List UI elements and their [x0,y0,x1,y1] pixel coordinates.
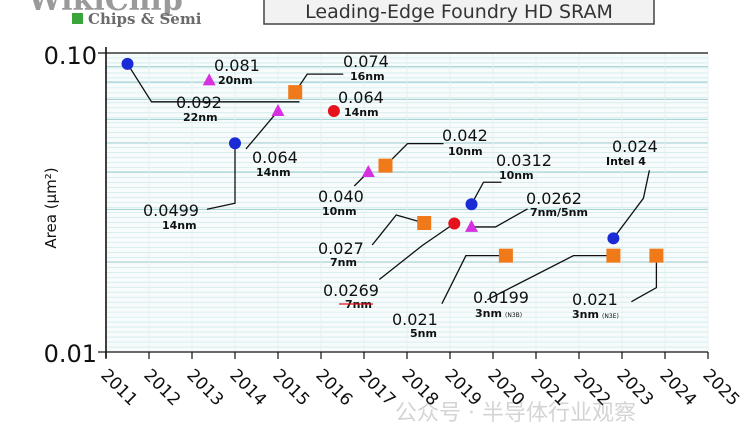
grid [105,53,709,352]
data-label-node: 10nm [448,145,483,158]
data-label-value: 0.0499 [143,201,199,220]
x-tick-label: 2016 [311,365,356,410]
x-tick-label: 2012 [139,365,184,410]
watermark-text: 公众号 · 半导体行业观察 [395,401,636,424]
data-markers [121,57,664,263]
x-axis-ticks: 2011201220132014201520162017201820192020… [96,352,743,410]
data-point-square [417,216,432,231]
data-label-value: 0.081 [214,56,260,75]
data-label-node: 7nm [330,256,357,269]
data-label-value: 0.0312 [496,151,552,170]
data-point-circle [327,104,340,117]
leader-line [441,255,506,304]
data-label-node: Intel 4 [606,155,646,168]
data-label-value: 0.042 [442,126,488,145]
data-point-circle [607,232,620,245]
data-label-node: 16nm [350,70,385,83]
leader-line [471,208,528,228]
data-label-node: 14nm [256,166,291,179]
data-label-node: 3nm [475,307,502,320]
data-point-square [288,85,303,100]
data-label-value: 0.064 [338,88,384,107]
data-label-node: 14nm [162,219,197,232]
data-label-value: 0.0199 [473,288,529,307]
y-axis-label: Area (µm²) [42,167,60,248]
data-label-node: 22nm [183,111,218,124]
wikichip-logo: WikiChip Chips & Semi [27,0,202,28]
chart-title: Leading-Edge Foundry HD SRAM [305,1,613,23]
data-label-value: 0.0269 [323,281,379,300]
data-label-node: 20nm [218,74,253,87]
leader-line [385,142,444,167]
data-label-node-sub: (N3B) [505,312,522,319]
data-point-square [606,248,621,263]
x-tick-label: 2011 [96,365,141,410]
y-tick-label-bottom: 0.01 [44,340,97,368]
chip-icon [72,13,83,24]
data-label-value: 0.024 [612,137,658,156]
data-label-value: 0.021 [572,290,618,309]
data-point-square [649,248,664,263]
data-label-node-sub: (N3E) [602,313,619,320]
data-label-value: 0.027 [318,239,364,258]
y-tick-label-top: 0.10 [44,42,97,70]
data-point-triangle [271,103,285,116]
data-point-square [378,158,393,173]
leader-line [126,63,300,103]
chart-title-box: Leading-Edge Foundry HD SRAM [263,0,655,25]
data-point-circle [121,57,134,70]
data-point-triangle [361,164,375,177]
leader-line [631,255,658,303]
x-tick-label: 2014 [225,365,270,410]
leader-line [612,170,651,239]
leader-line [206,143,236,210]
x-tick-label: 2017 [354,365,399,410]
data-point-triangle [202,73,216,86]
x-tick-label: 2025 [698,365,743,410]
data-labels: 0.09222nm0.08120nm0.049914nm0.06414nm0.0… [143,52,658,340]
logo-title: WikiChip [27,0,183,18]
data-label-value: 0.064 [252,148,298,167]
data-point-circle [465,198,478,211]
leader-line [378,222,455,281]
data-label-value: 0.074 [343,52,389,71]
data-point-square [498,248,513,263]
leader-line [470,181,502,205]
data-label-value: 0.021 [392,310,438,329]
leader-line [371,214,425,246]
data-point-circle [229,137,241,150]
data-label-node: 14nm [344,106,379,119]
data-label-node: 10nm [322,205,357,218]
data-point-circle [448,217,461,230]
leader-line [245,110,279,150]
data-label-node: 10nm [499,169,534,182]
data-label-value: 0.0262 [526,189,582,208]
data-label-node: 7nm/5nm [530,206,588,219]
data-label-value: 0.040 [318,187,364,206]
x-tick-label: 2015 [268,365,313,410]
data-label-value: 0.092 [176,93,222,112]
leader-line [487,255,614,301]
x-tick-label: 2013 [182,365,227,410]
data-label-node: 5nm [410,327,437,340]
data-label-node: 3nm [572,308,599,321]
logo-subtitle: Chips & Semi [88,10,202,28]
x-tick-label: 2024 [655,365,700,410]
data-point-triangle [465,219,478,232]
